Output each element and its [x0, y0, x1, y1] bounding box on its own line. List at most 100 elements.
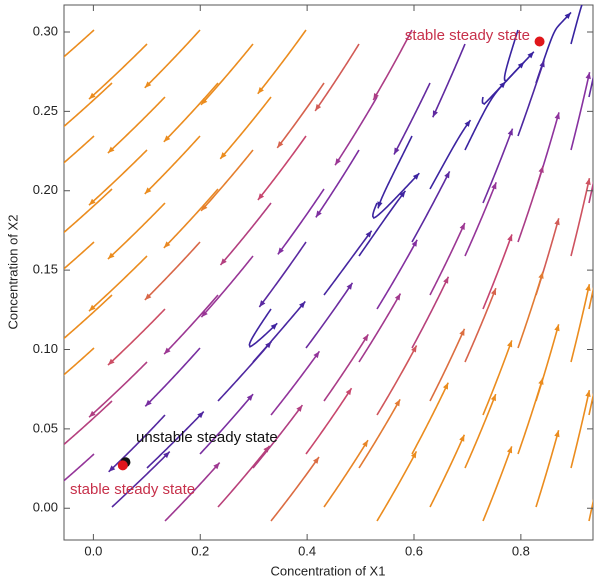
stream-line — [144, 347, 201, 407]
stream-line — [107, 96, 166, 154]
stream-arrow — [464, 120, 471, 127]
stream-line — [200, 43, 254, 106]
stream-arrow — [52, 236, 59, 242]
stream-line — [411, 382, 449, 455]
stream-arrow — [444, 171, 450, 179]
y-tick-label: 0.20 — [33, 182, 58, 197]
stream-lines — [34, 5, 593, 522]
stream-arrow — [107, 146, 115, 154]
stream-line — [376, 451, 418, 522]
stream-arrow — [554, 324, 560, 332]
stream-arrow — [163, 135, 171, 142]
stream-line — [64, 347, 95, 376]
stream-line — [276, 82, 325, 149]
stream-line — [535, 11, 572, 84]
stream-arrow — [52, 130, 59, 136]
stream-line — [88, 149, 148, 206]
stream-line — [464, 182, 497, 257]
stream-arrow — [163, 451, 170, 459]
stream-line — [88, 361, 148, 418]
stream-line — [570, 283, 591, 363]
x-tick-label: 0.4 — [298, 543, 316, 558]
plot-frame — [63, 4, 594, 541]
stream-arrow — [564, 12, 572, 20]
stream-arrow — [373, 93, 379, 100]
stream-line — [305, 282, 354, 349]
y-tick-label: 0.05 — [33, 420, 58, 435]
stream-arrow — [554, 112, 560, 120]
stream-arrow — [585, 284, 591, 292]
stream-line — [377, 135, 413, 209]
stream-arrow — [277, 141, 284, 148]
stream-arrow — [163, 241, 171, 248]
stream-arrow — [554, 218, 560, 226]
stream-line — [252, 404, 304, 469]
stream-line — [482, 446, 513, 522]
stream-arrow — [89, 198, 96, 206]
stream-arrow — [246, 394, 254, 401]
stream-arrow — [200, 98, 208, 105]
stream-arrow — [315, 104, 322, 111]
stream-arrow — [277, 247, 284, 255]
stream-arrow — [459, 222, 465, 230]
stream-line — [64, 82, 113, 128]
stream-line — [376, 239, 418, 310]
x-tick-label: 0.8 — [512, 543, 530, 558]
stream-line — [411, 171, 451, 243]
stream-line — [314, 43, 360, 112]
stream-arrow — [507, 128, 513, 136]
stream-line — [358, 190, 407, 257]
stream-line — [88, 255, 148, 312]
stream-arrow — [459, 434, 465, 442]
stream-arrow — [411, 345, 417, 353]
y-tick-label: 0.30 — [33, 23, 58, 38]
stream-arrow — [299, 301, 306, 309]
y-tick-label: 0.10 — [33, 341, 58, 356]
stream-arrow — [270, 323, 278, 330]
stream-arrow — [144, 187, 152, 194]
stream-line — [334, 96, 378, 166]
stream-arrow — [554, 430, 560, 438]
stream-line — [305, 387, 353, 455]
stream-arrow — [362, 440, 368, 448]
stream-line — [358, 293, 402, 363]
stream-arrow — [345, 388, 352, 396]
stream-arrow — [213, 462, 220, 470]
stream-arrow — [490, 288, 497, 296]
stream-line — [163, 294, 219, 355]
stream-line — [570, 177, 591, 257]
stream-line — [144, 241, 201, 301]
stream-arrow — [164, 347, 171, 355]
stream-line — [323, 333, 369, 402]
stream-arrow — [259, 300, 266, 307]
stream-line — [429, 328, 466, 402]
stream-arrow — [362, 334, 369, 342]
stream-line — [482, 128, 514, 204]
stream-line — [270, 350, 321, 416]
stream-line — [270, 456, 320, 522]
stream-line — [217, 445, 271, 508]
stream-arrow — [538, 377, 544, 385]
stream-arrow — [394, 399, 401, 407]
stream-arrow — [107, 252, 115, 260]
stream-arrow — [34, 76, 41, 82]
stream-line — [570, 72, 591, 151]
stream-line — [108, 414, 166, 473]
stream-line — [411, 276, 450, 349]
stream-line — [393, 82, 431, 155]
stream-arrow — [313, 351, 320, 359]
stream-arrow — [220, 152, 227, 159]
stream-arrow — [89, 410, 96, 418]
stream-arrow — [432, 110, 438, 118]
stream-line — [252, 300, 306, 363]
stream-line — [164, 462, 221, 522]
stream-arrow — [412, 173, 420, 180]
stream-line — [257, 29, 307, 95]
stream-arrow — [107, 358, 115, 366]
stream-line — [200, 255, 254, 318]
stream-arrow — [313, 457, 319, 464]
stream-line — [146, 411, 205, 469]
stream-line — [517, 165, 544, 243]
stream-line — [588, 392, 593, 416]
stream-line — [107, 202, 166, 260]
